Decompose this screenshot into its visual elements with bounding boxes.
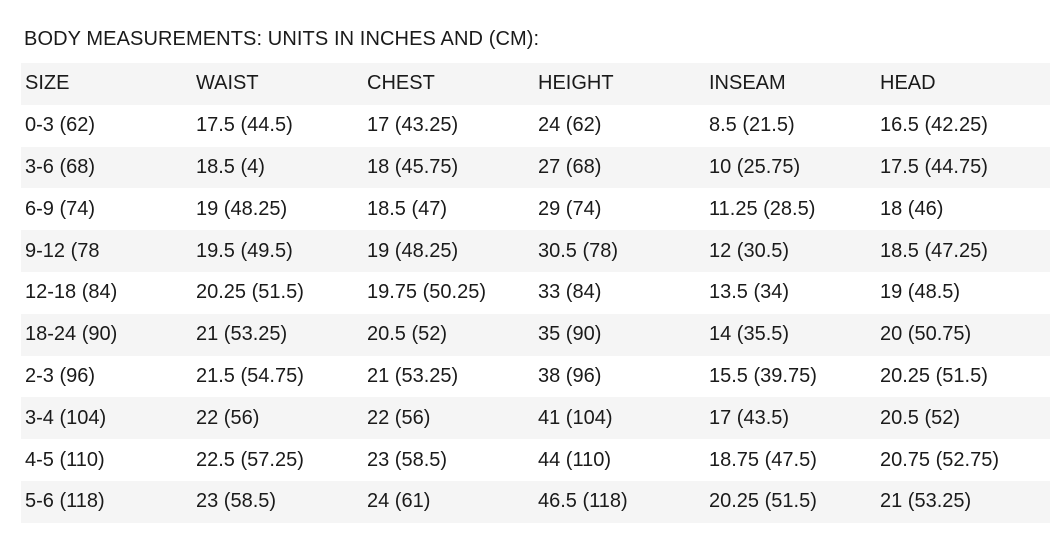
- height-cell: 46.5 (118): [538, 490, 628, 513]
- waist-cell: 23 (58.5): [196, 490, 277, 513]
- head-cell: 16.5 (42.25): [880, 114, 988, 137]
- head-cell: 20 (50.75): [880, 323, 972, 346]
- chest-cell: 18 (45.75): [367, 155, 459, 178]
- height-cell: 29 (74): [538, 197, 602, 220]
- table-row: 0-3 (62) 17.5 (44.5) 17 (43.25) 24 (62) …: [21, 104, 1050, 147]
- chest-cell: 22 (56): [367, 406, 431, 429]
- waist-cell: 22.5 (57.25): [196, 448, 304, 471]
- table-row: 9-12 (78 19.5 (49.5) 19 (48.25) 30.5 (78…: [21, 230, 1050, 272]
- inseam-cell: 8.5 (21.5): [709, 114, 795, 137]
- table-row: 3-4 (104) 22 (56) 22 (56) 41 (104) 17 (4…: [21, 397, 1050, 440]
- size-cell: 9-12 (78: [25, 239, 100, 262]
- height-cell: 27 (68): [538, 155, 602, 178]
- inseam-cell: 11.25 (28.5): [709, 197, 816, 220]
- head-cell: 21 (53.25): [880, 490, 972, 513]
- inseam-cell: 10 (25.75): [709, 155, 801, 178]
- chest-cell: 24 (61): [367, 490, 431, 513]
- head-cell: 20.75 (52.75): [880, 448, 999, 471]
- size-cell: 0-3 (62): [25, 114, 96, 137]
- waist-cell: 18.5 (4): [196, 155, 265, 178]
- height-cell: 35 (90): [538, 323, 602, 346]
- waist-cell: 19.5 (49.5): [196, 239, 293, 262]
- inseam-cell: 13.5 (34): [709, 281, 790, 304]
- head-cell: 17.5 (44.75): [880, 155, 988, 178]
- head-cell: 18.5 (47.25): [880, 239, 988, 262]
- size-cell: 18-24 (90): [25, 323, 118, 346]
- column-header-waist: WAIST: [196, 72, 259, 95]
- inseam-cell: 17 (43.5): [709, 406, 790, 429]
- table-row: 5-6 (118) 23 (58.5) 24 (61) 46.5 (118) 2…: [21, 480, 1050, 523]
- size-cell: 3-6 (68): [25, 155, 96, 178]
- column-header-chest: CHEST: [367, 72, 435, 95]
- waist-cell: 21.5 (54.75): [196, 364, 304, 387]
- inseam-cell: 15.5 (39.75): [709, 364, 817, 387]
- chest-cell: 20.5 (52): [367, 323, 448, 346]
- height-cell: 41 (104): [538, 406, 613, 429]
- size-cell: 3-4 (104): [25, 406, 107, 429]
- table-row: 12-18 (84) 20.25 (51.5) 19.75 (50.25) 33…: [21, 271, 1050, 314]
- waist-cell: 21 (53.25): [196, 323, 288, 346]
- height-cell: 38 (96): [538, 364, 602, 387]
- table-row: 6-9 (74) 19 (48.25) 18.5 (47) 29 (74) 11…: [21, 188, 1050, 231]
- height-cell: 33 (84): [538, 281, 602, 304]
- table-header-row: SIZE WAIST CHEST HEIGHT INSEAM HEAD: [21, 63, 1050, 105]
- waist-cell: 19 (48.25): [196, 197, 288, 220]
- measurements-table: SIZE WAIST CHEST HEIGHT INSEAM HEAD 0-3 …: [21, 63, 1050, 523]
- waist-cell: 22 (56): [196, 406, 260, 429]
- height-cell: 44 (110): [538, 448, 612, 471]
- head-cell: 20.25 (51.5): [880, 364, 988, 387]
- page-title: BODY MEASUREMENTS: UNITS IN INCHES AND (…: [24, 28, 540, 50]
- size-cell: 4-5 (110): [25, 448, 105, 471]
- waist-cell: 20.25 (51.5): [196, 281, 304, 304]
- chest-cell: 21 (53.25): [367, 364, 459, 387]
- inseam-cell: 20.25 (51.5): [709, 490, 817, 513]
- table-row: 18-24 (90) 21 (53.25) 20.5 (52) 35 (90) …: [21, 313, 1050, 356]
- head-cell: 18 (46): [880, 197, 944, 220]
- height-cell: 30.5 (78): [538, 239, 619, 262]
- table-row: 3-6 (68) 18.5 (4) 18 (45.75) 27 (68) 10 …: [21, 146, 1050, 189]
- table-row: 2-3 (96) 21.5 (54.75) 21 (53.25) 38 (96)…: [21, 355, 1050, 398]
- waist-cell: 17.5 (44.5): [196, 114, 293, 137]
- size-cell: 2-3 (96): [25, 364, 96, 387]
- column-header-height: HEIGHT: [538, 72, 614, 95]
- head-cell: 20.5 (52): [880, 406, 961, 429]
- inseam-cell: 18.75 (47.5): [709, 448, 817, 471]
- inseam-cell: 14 (35.5): [709, 323, 790, 346]
- table-row: 4-5 (110) 22.5 (57.25) 23 (58.5) 44 (110…: [21, 439, 1050, 481]
- chest-cell: 19.75 (50.25): [367, 281, 486, 304]
- head-cell: 19 (48.5): [880, 281, 961, 304]
- height-cell: 24 (62): [538, 114, 602, 137]
- size-cell: 6-9 (74): [25, 197, 96, 220]
- column-header-head: HEAD: [880, 72, 936, 95]
- chest-cell: 17 (43.25): [367, 114, 459, 137]
- chest-cell: 19 (48.25): [367, 239, 459, 262]
- chest-cell: 18.5 (47): [367, 197, 448, 220]
- inseam-cell: 12 (30.5): [709, 239, 790, 262]
- size-cell: 12-18 (84): [25, 281, 118, 304]
- chest-cell: 23 (58.5): [367, 448, 448, 471]
- size-cell: 5-6 (118): [25, 490, 105, 513]
- column-header-inseam: INSEAM: [709, 72, 786, 95]
- column-header-size: SIZE: [25, 72, 70, 95]
